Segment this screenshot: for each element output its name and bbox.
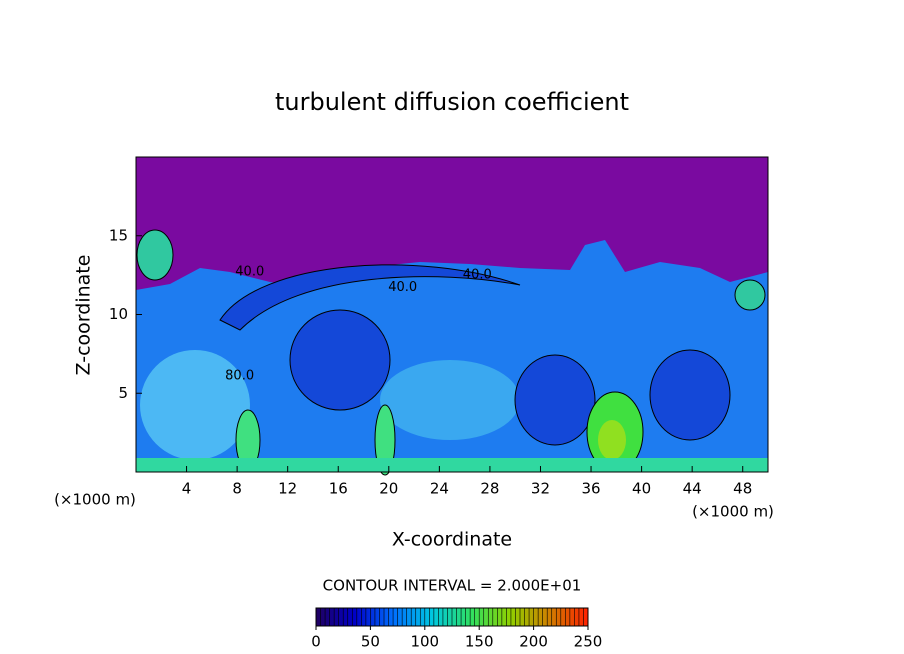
field-patch [136, 229, 174, 281]
colorbar-tick-label: 50 [361, 633, 380, 651]
x-tick-label: 36 [581, 480, 600, 498]
y-tick-label: 15 [109, 226, 128, 244]
contour-label: 80.0 [225, 368, 254, 383]
field-patch [289, 309, 391, 411]
field-patch [140, 350, 250, 460]
field-patch [649, 349, 731, 441]
x-tick-label: 32 [531, 480, 550, 498]
x-tick-label: 48 [733, 480, 752, 498]
field-patch [734, 279, 766, 311]
y-tick-label: 10 [109, 305, 128, 323]
x-tick-label: 44 [683, 480, 702, 498]
field-patch [380, 360, 520, 440]
field-contour [219, 264, 521, 331]
x-tick-label: 4 [182, 480, 192, 498]
colorbar-tick-label: 100 [410, 633, 439, 651]
x-tick-label: 40 [632, 480, 651, 498]
x-tick-label: 28 [480, 480, 499, 498]
field-strip [136, 458, 768, 472]
contour-label: 40.0 [235, 264, 264, 279]
y-axis-label: Z-coordinate [73, 255, 95, 376]
x-tick-label: 16 [329, 480, 348, 498]
x-tick-label: 8 [232, 480, 242, 498]
field-patch [598, 420, 626, 460]
x-tick-label: 24 [430, 480, 449, 498]
y-tick-label: 5 [118, 384, 128, 402]
y-unit-label: (×1000 m) [54, 491, 136, 509]
colorbar-tick-label: 200 [519, 633, 548, 651]
contour-interval: CONTOUR INTERVAL = 2.000E+01 [323, 577, 582, 595]
field-patch [374, 404, 396, 476]
contour-label: 40.0 [463, 268, 492, 283]
contour-field [136, 157, 768, 476]
colorbar-tick-label: 0 [311, 633, 321, 651]
colorbar-tick-label: 150 [465, 633, 494, 651]
x-tick-label: 12 [278, 480, 297, 498]
x-tick-label: 20 [379, 480, 398, 498]
x-unit-label: (×1000 m) [692, 503, 774, 521]
contour-label: 40.0 [388, 280, 417, 295]
chart-title: turbulent diffusion coefficient [275, 88, 629, 116]
colorbar-tick-label: 250 [574, 633, 603, 651]
x-axis-label: X-coordinate [392, 529, 512, 551]
field-patch [514, 354, 596, 446]
